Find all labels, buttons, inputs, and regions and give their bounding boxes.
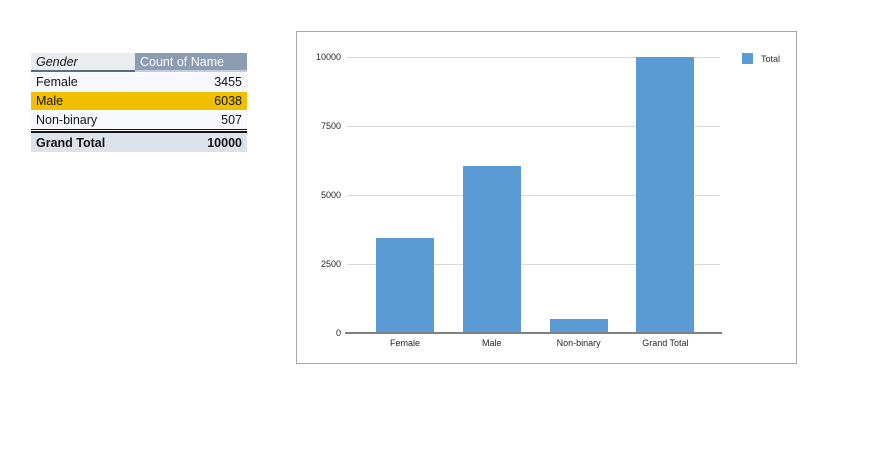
y-axis-tick-label: 2500 <box>320 259 341 269</box>
x-axis-label: Male <box>482 338 502 348</box>
x-axis-label: Grand Total <box>642 338 689 348</box>
bar-chart[interactable]: 0 2500 5000 7500 10000 Female Male Non-binary Gr… <box>296 31 797 364</box>
grand-total-label-cell[interactable]: Grand Total <box>31 131 135 152</box>
y-axis-tick-label: 5000 <box>320 190 341 200</box>
legend: Total <box>742 53 780 64</box>
bar-non-binary[interactable] <box>549 319 608 333</box>
gender-cell[interactable]: Female <box>36 75 78 89</box>
table-row: Male 6038 <box>31 92 247 110</box>
legend-swatch-icon <box>742 53 753 64</box>
bar-grand-total[interactable] <box>636 57 695 333</box>
y-axis-tick-label: 10000 <box>315 52 341 62</box>
table-row: Non-binary 507 <box>31 111 247 130</box>
gender-cell[interactable]: Non-binary <box>31 111 135 130</box>
x-axis-label: Female <box>389 338 420 348</box>
grand-total-row: Grand Total 10000 <box>31 131 247 152</box>
y-axis-tick-label: 0 <box>335 328 341 338</box>
x-axis-label: Non-binary <box>556 338 601 348</box>
pivot-table: Gender Count of Name Female 3455 Male 6038 N… <box>31 52 247 153</box>
legend-label: Total <box>761 53 781 64</box>
bar-male[interactable] <box>462 166 521 333</box>
gridline <box>347 57 720 58</box>
bar-female[interactable] <box>376 237 434 333</box>
y-axis-tick-label: 7500 <box>320 121 341 131</box>
table-row: Female 3455 <box>31 73 247 91</box>
pivot-header-row: Gender Count of Name <box>31 53 247 72</box>
gridline <box>347 126 720 127</box>
gender-cell[interactable]: Male <box>36 94 64 108</box>
x-axis-line <box>345 332 722 334</box>
grand-total-value-cell[interactable]: 10000 <box>135 131 247 152</box>
count-cell[interactable]: 507 <box>135 111 247 130</box>
table-header-count[interactable]: Count of Name <box>135 53 247 72</box>
table-header-gender[interactable]: Gender <box>31 53 135 72</box>
count-cell[interactable]: 6038 <box>214 94 242 108</box>
gridline <box>347 195 720 196</box>
gridline <box>347 264 720 265</box>
count-cell[interactable]: 3455 <box>214 75 242 89</box>
